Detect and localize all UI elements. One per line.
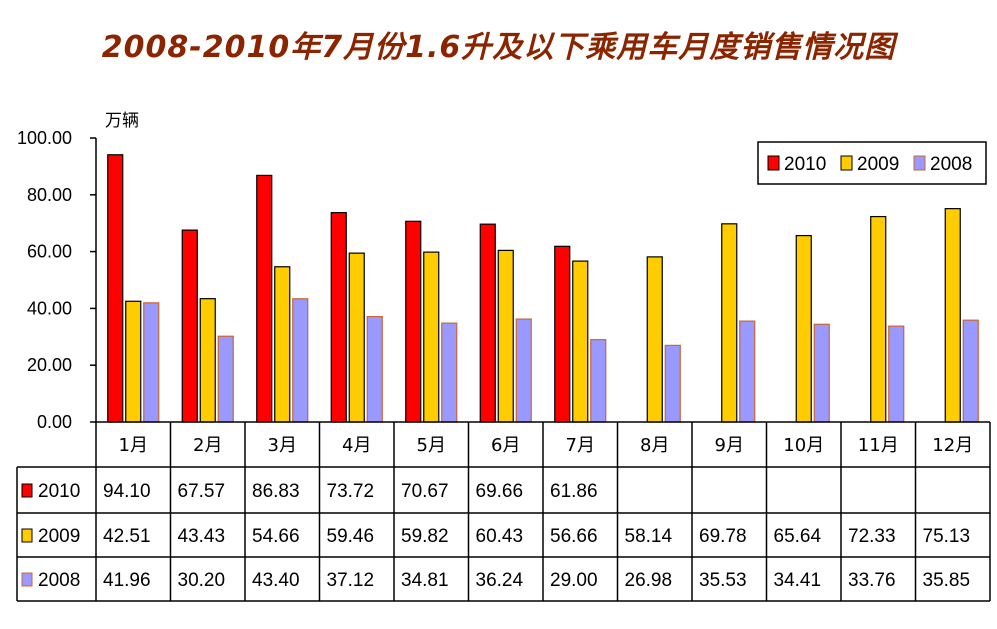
x-tick-label: 4月 [342,435,371,456]
table-cell-2008-2: 30.20 [178,570,226,591]
legend-swatch-2009 [840,155,853,171]
table-cell-2009-8: 58.14 [625,526,673,547]
table-cell-2009-3: 54.66 [252,526,300,547]
x-tick-label: 6月 [491,435,520,456]
table-cell-2009-6: 60.43 [476,526,524,547]
x-tick-label: 11月 [858,435,899,456]
bar-2009-4 [348,252,365,423]
table-cell-2008-10: 34.41 [774,570,822,591]
legend: 2010 2009 2008 [757,141,987,185]
bar-2010-4 [330,212,347,423]
table-cell-2008-12: 35.85 [923,570,971,591]
table-cell-2008-4: 37.12 [327,570,375,591]
bar-2008-7 [590,339,607,423]
table-cell-2009-9: 69.78 [699,526,747,547]
y-tick-label: 20.00 [27,355,72,375]
table-cell-2009-7: 56.66 [550,526,598,547]
bar-2008-6 [515,318,532,423]
table-cell-2010-7: 61.86 [550,481,598,502]
table-cell-2008-7: 29.00 [550,570,598,591]
x-tick-label: 12月 [932,435,973,456]
legend-label-2009: 2009 [857,154,899,175]
bar-2010-2 [181,229,198,423]
table-series-label-2008: 2008 [38,570,80,591]
bar-2008-8 [664,344,681,423]
table-cell-2009-11: 72.33 [848,526,896,547]
bar-2008-11 [888,325,905,423]
bar-2008-4 [366,315,383,423]
x-tick-label: 1月 [119,435,148,456]
bar-2010-3 [256,174,273,423]
table-cell-2009-1: 42.51 [103,526,151,547]
y-tick-label: 0.00 [37,412,72,432]
table-cell-2008-5: 34.81 [401,570,449,591]
bar-2010-6 [479,223,496,423]
table-cell-2008-6: 36.24 [476,570,524,591]
table-cell-2008-9: 35.53 [699,570,747,591]
table-cell-2010-1: 94.10 [103,481,151,502]
y-tick-label: 80.00 [27,185,72,205]
table-swatch-2010 [21,483,33,498]
y-tick-label: 100.00 [17,128,72,148]
legend-swatch-2008 [913,155,926,171]
table-cell-2008-3: 43.40 [252,570,300,591]
table-series-label-2010: 2010 [38,481,80,502]
bar-2009-5 [423,251,440,423]
bar-2008-2 [217,335,234,423]
x-tick-label: 2月 [193,435,222,456]
bar-2009-6 [497,249,514,423]
bar-2010-5 [405,220,422,423]
x-tick-label: 9月 [715,435,744,456]
bar-2008-5 [441,322,458,423]
y-axis-unit-label: 万辆 [105,111,139,131]
bar-2010-7 [554,245,571,423]
table-cell-2008-8: 26.98 [625,570,673,591]
x-tick-label: 3月 [268,435,297,456]
bar-2010-1 [107,154,124,423]
bar-2009-9 [721,223,738,423]
y-tick-label: 60.00 [27,242,72,262]
table-cell-2009-5: 59.82 [401,526,449,547]
table-cell-2008-1: 41.96 [103,570,151,591]
table-cell-2009-2: 43.43 [178,526,226,547]
x-tick-label: 7月 [566,435,595,456]
table-cell-2009-4: 59.46 [327,526,375,547]
bar-2008-1 [143,302,160,423]
bar-2009-7 [572,260,589,423]
bar-2008-10 [813,323,830,423]
table-cell-2010-2: 67.57 [178,481,226,502]
x-tick-label: 10月 [783,435,824,456]
legend-label-2010: 2010 [784,154,826,175]
bar-2009-1 [125,300,142,423]
table-cell-2010-4: 73.72 [327,481,375,502]
bar-2008-9 [739,320,756,423]
legend-box [757,141,987,185]
table-cell-2010-6: 69.66 [476,481,524,502]
bar-2009-11 [870,215,887,423]
x-tick-label: 5月 [417,435,446,456]
table-cell-2009-10: 65.64 [774,526,822,547]
data-table: 1月 2月 3月 4月 5月 6月 7月 8月 9月 10月 11月 12月 2010 94.10 67.5… [16,421,991,602]
bar-2009-2 [199,298,216,423]
legend-label-2008: 2008 [930,154,972,175]
table-series-label-2009: 2009 [38,526,80,547]
table-cell-2009-12: 75.13 [923,526,971,547]
chart-title: 2008-2010年7月份1.6升及以下乘用车月度销售情况图 [101,30,896,65]
legend-swatch-2010 [767,155,780,171]
bar-2009-12 [944,208,961,423]
y-tick-label: 40.00 [27,298,72,318]
table-swatch-2009 [21,528,33,543]
bar-2009-3 [274,266,291,423]
table-cell-2010-3: 86.83 [252,481,300,502]
bar-2009-8 [646,256,663,423]
bar-2008-3 [292,298,309,423]
bar-2008-12 [962,319,979,423]
bar-2009-10 [795,234,812,423]
table-cell-2008-11: 33.76 [848,570,896,591]
table-cell-2010-5: 70.67 [401,481,449,502]
table-swatch-2008 [21,572,33,587]
x-tick-label: 8月 [640,435,669,456]
